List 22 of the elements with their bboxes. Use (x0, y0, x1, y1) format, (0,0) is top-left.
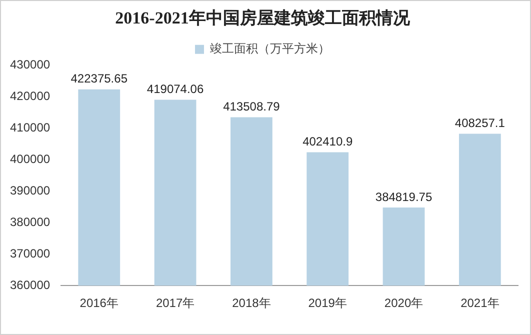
x-tick-label: 2017年 (156, 296, 195, 310)
y-tick-label: 360000 (10, 278, 50, 292)
legend-label: 竣工面积（万平方米） (210, 42, 330, 56)
y-tick-label: 400000 (10, 152, 50, 166)
x-tick-label: 2016年 (80, 296, 118, 310)
data-label: 422375.65 (70, 72, 128, 86)
x-tick-label: 2021年 (460, 296, 500, 310)
chart-title: 2016-2021年中国房屋建筑竣工面积情况 (115, 8, 411, 28)
y-tick-label: 380000 (10, 215, 50, 229)
x-tick-label: 2019年 (308, 296, 347, 310)
data-label: 408257.1 (454, 116, 506, 130)
data-label: 413508.79 (223, 100, 280, 114)
data-label: 402410.9 (302, 134, 353, 148)
y-tick-label: 430000 (10, 58, 50, 72)
data-label: 384819.75 (375, 190, 432, 204)
y-tick-label: 410000 (10, 120, 50, 135)
y-tick-label: 370000 (10, 246, 50, 260)
x-tick-label: 2018年 (232, 296, 271, 310)
data-label: 419074.06 (146, 82, 204, 96)
y-tick-label: 390000 (10, 184, 50, 198)
y-tick-label: 420000 (10, 89, 50, 104)
x-tick-label: 2020年 (384, 296, 424, 310)
